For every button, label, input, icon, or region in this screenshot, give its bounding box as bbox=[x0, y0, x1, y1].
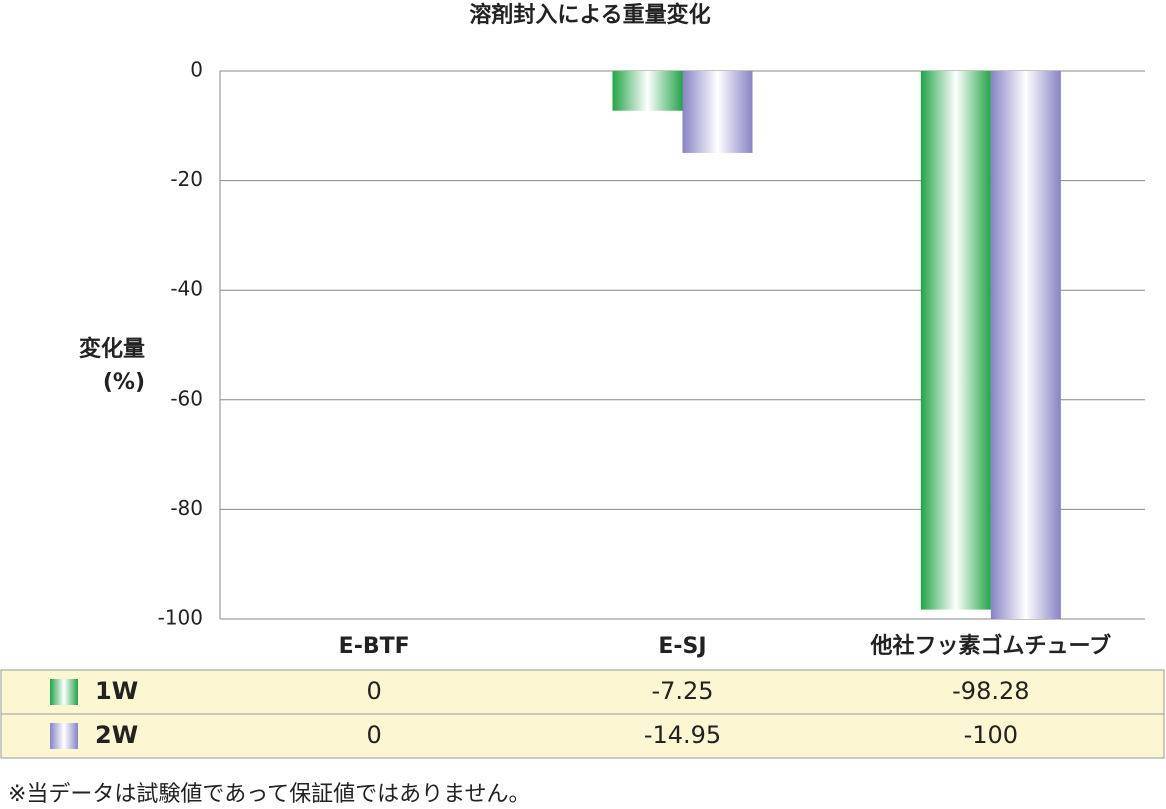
y-tick-label: -20 bbox=[170, 167, 203, 191]
legend-swatch bbox=[50, 723, 78, 749]
legend-swatch bbox=[50, 679, 78, 705]
table-value: 0 bbox=[367, 721, 382, 749]
bar bbox=[682, 71, 753, 153]
x-tick-label: 他社フッ素ゴムチューブ bbox=[869, 633, 1111, 659]
y-tick-label: -80 bbox=[170, 496, 203, 520]
table-value: -100 bbox=[964, 721, 1018, 749]
y-tick-label: 0 bbox=[190, 58, 203, 82]
table-value: -14.95 bbox=[644, 721, 721, 749]
x-tick-label: E-BTF bbox=[339, 634, 410, 659]
table-value: 0 bbox=[367, 677, 382, 705]
bar bbox=[612, 71, 683, 111]
x-tick-label: E-SJ bbox=[658, 634, 706, 659]
y-axis-label: 変化量 bbox=[79, 336, 145, 362]
legend-label: 2W bbox=[95, 721, 138, 749]
legend-label: 1W bbox=[95, 677, 138, 705]
chart-title: 溶剤封入による重量変化 bbox=[469, 2, 710, 28]
y-tick-label: -40 bbox=[170, 277, 203, 301]
footnote: ※当データは試験値であって保証値ではありません。 bbox=[8, 782, 530, 807]
y-tick-label: -60 bbox=[170, 386, 203, 410]
y-tick-label: -100 bbox=[158, 606, 203, 630]
y-axis-label: (%) bbox=[103, 370, 145, 395]
table-value: -98.28 bbox=[952, 677, 1029, 705]
bar bbox=[920, 71, 991, 610]
table-value: -7.25 bbox=[651, 677, 713, 705]
bar bbox=[990, 71, 1061, 619]
